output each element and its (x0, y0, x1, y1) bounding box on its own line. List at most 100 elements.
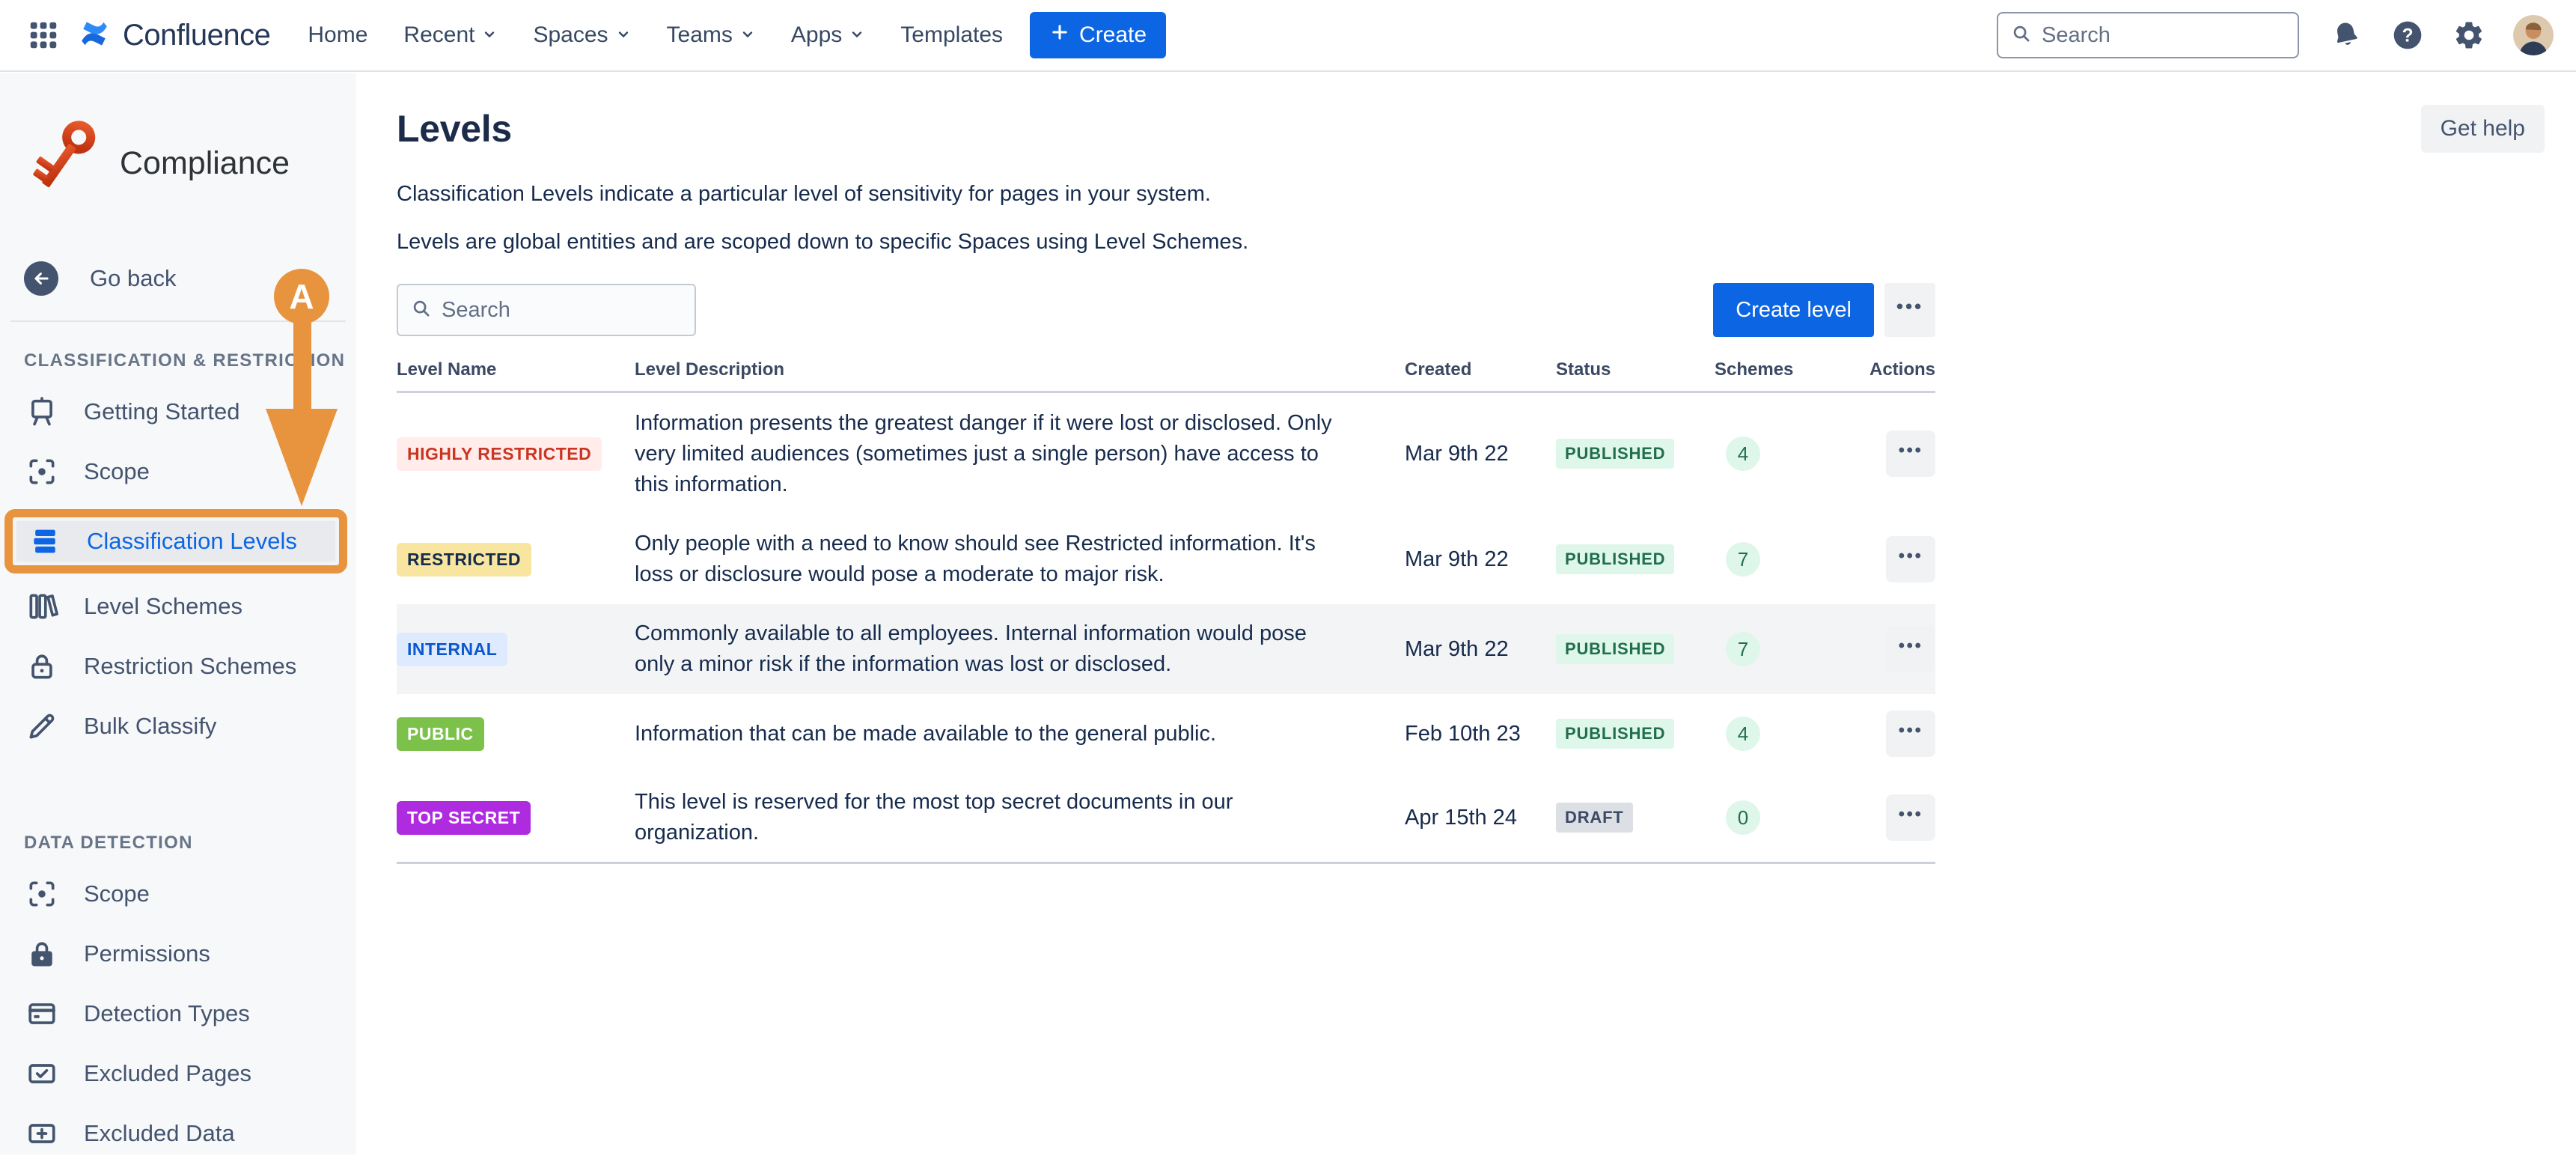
status-badge: PUBLISHED (1556, 439, 1674, 469)
nav-item-home[interactable]: Home (308, 22, 367, 48)
lock-outline-icon (25, 650, 58, 683)
get-help-button[interactable]: Get help (2421, 105, 2545, 153)
status-badge: PUBLISHED (1556, 719, 1674, 749)
notifications-bell-icon[interactable] (2329, 18, 2363, 52)
created-date: Apr 15th 24 (1405, 806, 1556, 830)
books-icon (25, 590, 58, 623)
primary-nav: Home Recent Spaces Teams Apps Templates (308, 22, 1003, 48)
sidebar-item-scope[interactable]: Scope (0, 871, 356, 916)
help-icon[interactable]: ? (2390, 18, 2425, 52)
nav-item-templates[interactable]: Templates (900, 22, 1003, 48)
table-header-row: Level Name Level Description Created Sta… (397, 359, 1935, 393)
page-title: Levels (397, 107, 512, 150)
sidebar-item-getting-started[interactable]: Getting Started (0, 389, 356, 434)
column-status: Status (1556, 359, 1715, 380)
levels-table: Create level ••• Level Name Level Descri… (397, 283, 1935, 864)
level-description: This level is reserved for the most top … (635, 773, 1405, 862)
settings-gear-icon[interactable] (2452, 18, 2486, 52)
status-badge: PUBLISHED (1556, 544, 1674, 574)
level-description: Information that can be made available t… (635, 705, 1405, 763)
chevron-down-icon (849, 22, 864, 48)
search-icon (410, 297, 433, 323)
confluence-logo[interactable]: Confluence (75, 16, 270, 55)
product-name: Confluence (123, 19, 270, 52)
chevron-down-icon (740, 22, 755, 48)
table-row: TOP SECRET This level is reserved for th… (397, 773, 1935, 862)
sidebar-item-permissions[interactable]: Permissions (0, 931, 356, 976)
scope-icon (25, 877, 58, 910)
section-title-0: CLASSIFICATION & RESTRICTION (24, 350, 356, 373)
schemes-count-badge: 0 (1726, 800, 1760, 835)
schemes-count-badge: 7 (1726, 632, 1760, 666)
search-icon (2010, 22, 2033, 49)
sidebar-item-scope[interactable]: Scope (0, 449, 356, 494)
row-actions-icon[interactable]: ••• (1886, 431, 1935, 477)
column-actions: Actions (1837, 359, 1935, 380)
created-date: Feb 10th 23 (1405, 722, 1556, 746)
level-name-badge: HIGHLY RESTRICTED (397, 437, 602, 471)
row-actions-icon[interactable]: ••• (1886, 626, 1935, 672)
created-date: Mar 9th 22 (1405, 547, 1556, 572)
column-schemes: Schemes (1715, 359, 1837, 380)
compliance-app-logo: Compliance (30, 111, 356, 216)
schemes-count-badge: 4 (1726, 436, 1760, 471)
column-created: Created (1405, 359, 1556, 380)
schemes-count-badge: 4 (1726, 717, 1760, 751)
annotation-highlight-box: Classification Levels (4, 509, 347, 574)
nav-item-spaces[interactable]: Spaces (533, 22, 630, 48)
nav-item-teams[interactable]: Teams (667, 22, 755, 48)
sidebar-item-excluded-data[interactable]: Excluded Data (0, 1111, 356, 1156)
table-row: PUBLIC Information that can be made avai… (397, 694, 1935, 773)
app-switcher-icon[interactable] (22, 14, 64, 56)
sidebar-item-bulk-classify[interactable]: Bulk Classify (0, 704, 356, 749)
sidebar-divider (10, 320, 346, 322)
user-avatar[interactable] (2513, 15, 2554, 55)
page-description-line2: Levels are global entities and are scope… (397, 229, 2545, 255)
table-more-actions-icon[interactable]: ••• (1884, 283, 1935, 337)
sidebar: Compliance Go back CLASSIFICATION & REST… (0, 73, 356, 1155)
global-search (1997, 12, 2299, 58)
created-date: Mar 9th 22 (1405, 442, 1556, 466)
lock-filled-icon (25, 937, 58, 970)
row-actions-icon[interactable]: ••• (1886, 536, 1935, 582)
status-badge: DRAFT (1556, 803, 1633, 833)
global-search-input[interactable] (2042, 23, 2286, 48)
created-date: Mar 9th 22 (1405, 637, 1556, 662)
row-actions-icon[interactable]: ••• (1886, 711, 1935, 757)
topbar-icons: ? (2329, 15, 2554, 55)
confluence-logo-icon (75, 16, 114, 55)
plus-box-icon (25, 1117, 58, 1150)
section-title-1: DATA DETECTION (24, 833, 356, 855)
sidebar-item-detection-types[interactable]: Detection Types (0, 991, 356, 1036)
chevron-down-icon (616, 22, 631, 48)
sidebar-item-level-schemes[interactable]: Level Schemes (0, 584, 356, 629)
table-search (397, 284, 696, 336)
create-level-button[interactable]: Create level (1713, 283, 1874, 337)
level-description: Information presents the greatest danger… (635, 395, 1405, 514)
sidebar-nav: CLASSIFICATION & RESTRICTION Getting Sta… (0, 350, 356, 1156)
sidebar-item-restriction-schemes[interactable]: Restriction Schemes (0, 644, 356, 689)
row-actions-icon[interactable]: ••• (1886, 794, 1935, 841)
nav-item-recent[interactable]: Recent (403, 22, 497, 48)
card-icon (25, 997, 58, 1030)
go-back-button[interactable]: Go back (24, 258, 356, 299)
sidebar-item-classification-levels[interactable]: Classification Levels (16, 521, 335, 562)
level-description: Commonly available to all employees. Int… (635, 605, 1405, 693)
table-row: HIGHLY RESTRICTED Information presents t… (397, 393, 1935, 514)
table-search-input[interactable] (442, 298, 683, 323)
create-button[interactable]: Create (1030, 12, 1166, 58)
column-level-description: Level Description (635, 359, 1405, 380)
nav-item-apps[interactable]: Apps (791, 22, 864, 48)
table-row: RESTRICTED Only people with a need to kn… (397, 514, 1935, 604)
table-row: INTERNAL Commonly available to all emplo… (397, 604, 1935, 694)
levels-stack-icon (28, 525, 61, 558)
checkbox-icon (25, 1057, 58, 1090)
level-description: Only people with a need to know should s… (635, 515, 1405, 603)
app-name: Compliance (120, 145, 290, 182)
sidebar-item-excluded-pages[interactable]: Excluded Pages (0, 1051, 356, 1096)
level-name-badge: RESTRICTED (397, 543, 531, 577)
level-name-badge: TOP SECRET (397, 801, 531, 835)
main-content: Levels Get help Classification Levels in… (356, 73, 2576, 1155)
level-name-badge: INTERNAL (397, 633, 507, 666)
chevron-down-icon (482, 22, 497, 48)
